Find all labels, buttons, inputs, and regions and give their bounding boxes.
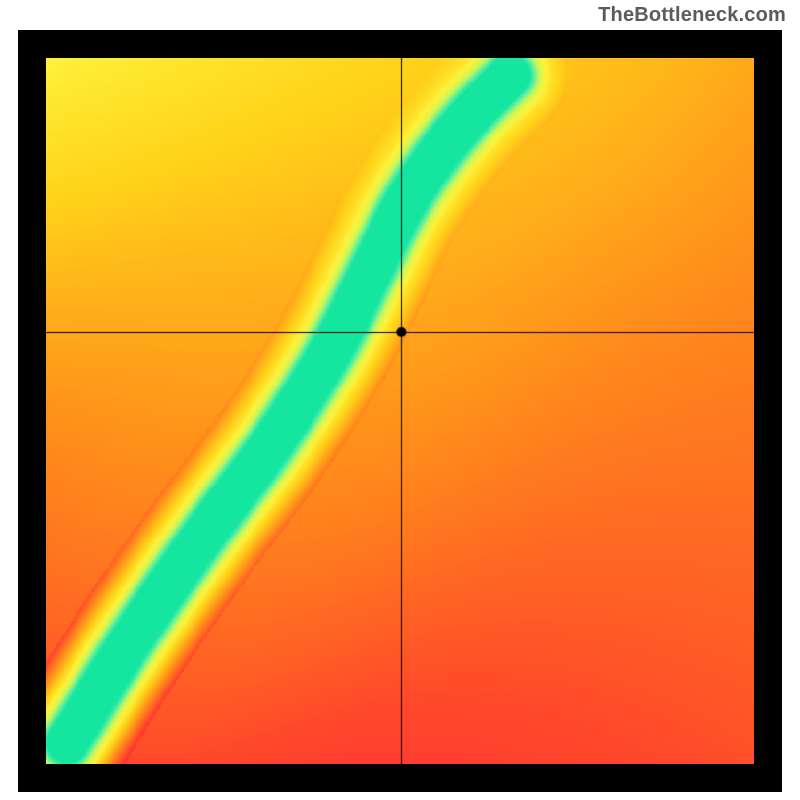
watermark-text: TheBottleneck.com [598,4,786,27]
heatmap-canvas [46,58,754,764]
plot-frame [18,30,782,792]
